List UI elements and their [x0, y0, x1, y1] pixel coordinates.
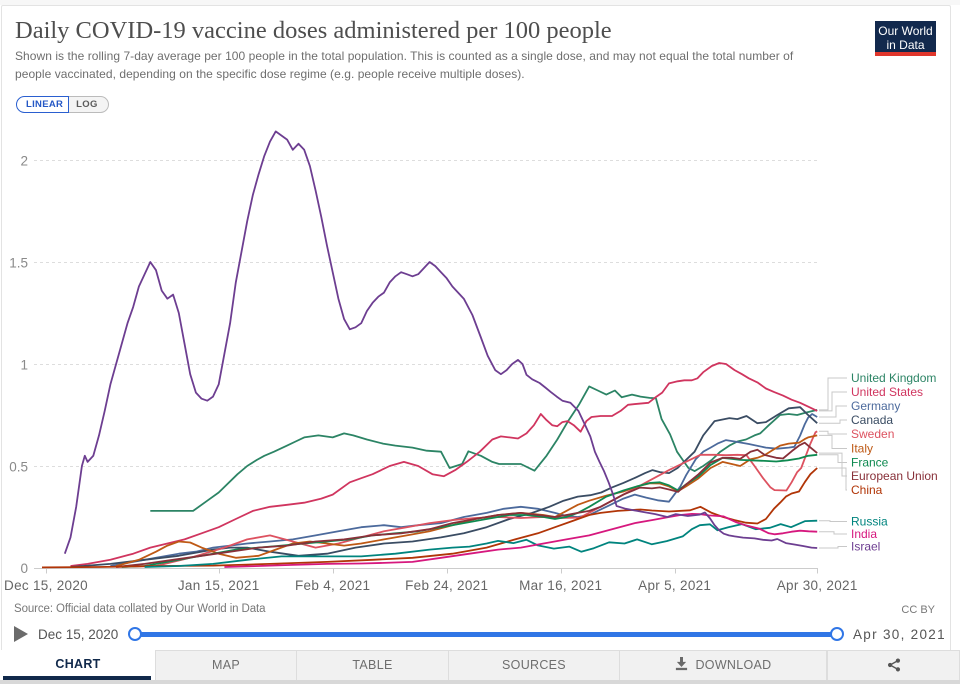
svg-text:France: France [851, 456, 889, 470]
svg-text:United States: United States [851, 385, 923, 399]
svg-text:Mar 16, 2021: Mar 16, 2021 [519, 578, 602, 593]
svg-text:European Union: European Union [851, 469, 938, 483]
svg-text:Feb 4, 2021: Feb 4, 2021 [295, 578, 370, 593]
svg-text:Apr 5, 2021: Apr 5, 2021 [638, 578, 711, 593]
svg-text:0: 0 [20, 561, 28, 576]
svg-text:Germany: Germany [851, 399, 900, 413]
svg-text:1: 1 [20, 358, 28, 373]
svg-text:Apr 30, 2021: Apr 30, 2021 [777, 578, 858, 593]
svg-text:Italy: Italy [851, 442, 873, 456]
svg-text:India: India [851, 527, 877, 541]
svg-text:China: China [851, 483, 883, 497]
svg-text:Israel: Israel [851, 540, 880, 554]
svg-text:Canada: Canada [851, 413, 893, 427]
svg-text:0.5: 0.5 [9, 460, 28, 475]
svg-text:United Kingdom: United Kingdom [851, 371, 936, 385]
svg-text:Feb 24, 2021: Feb 24, 2021 [405, 578, 488, 593]
svg-text:1.5: 1.5 [9, 256, 28, 271]
svg-text:Sweden: Sweden [851, 427, 894, 441]
svg-text:2: 2 [20, 154, 28, 169]
svg-text:Jan 15, 2021: Jan 15, 2021 [178, 578, 260, 593]
svg-text:Russia: Russia [851, 515, 888, 529]
svg-text:Dec 15, 2020: Dec 15, 2020 [4, 578, 88, 593]
